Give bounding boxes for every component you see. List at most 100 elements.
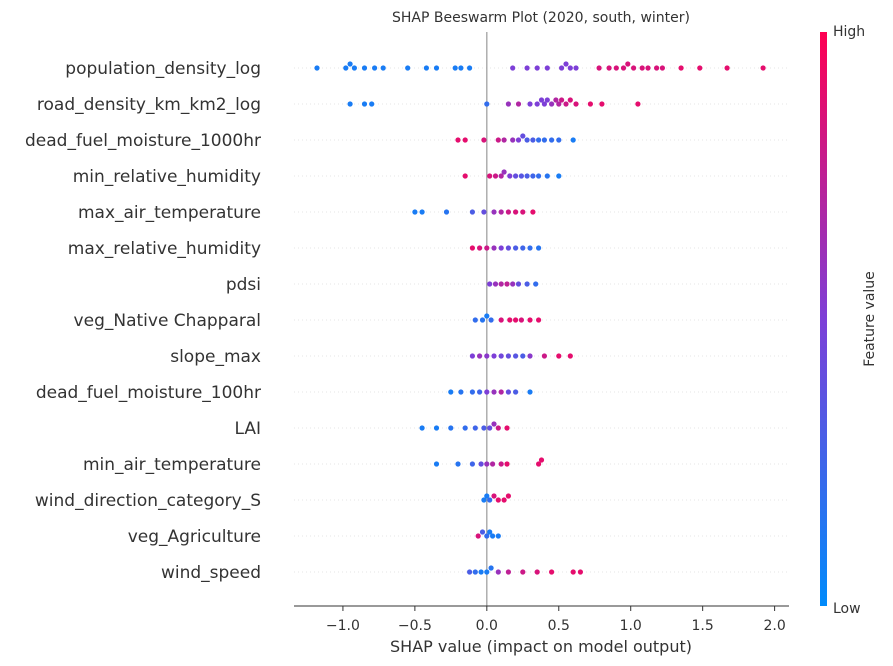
shap-point: [513, 173, 519, 179]
x-tick-label: 0.0: [476, 618, 498, 634]
shap-point: [347, 61, 353, 67]
shap-point: [513, 353, 519, 359]
shap-point: [530, 173, 536, 179]
shap-point: [515, 101, 522, 107]
feature-label: max_air_temperature: [78, 203, 261, 223]
shap-point: [518, 173, 525, 179]
shap-point: [635, 101, 641, 107]
shap-point: [573, 65, 579, 71]
shap-point: [484, 101, 490, 107]
feature-label: population_density_log: [65, 59, 261, 79]
shap-point: [498, 173, 504, 179]
x-tick-label: 1.5: [692, 618, 714, 634]
shap-point: [505, 493, 511, 499]
shap-point: [639, 65, 645, 71]
shap-point: [479, 317, 486, 323]
chart-title: SHAP Beeswarm Plot (2020, south, winter): [392, 10, 690, 26]
shap-point: [577, 569, 584, 575]
shap-point: [515, 281, 522, 287]
feature-label: min_relative_humidity: [73, 167, 261, 187]
shap-point: [544, 97, 550, 103]
shap-point: [534, 101, 540, 107]
shap-point: [538, 97, 545, 103]
shap-point: [495, 497, 501, 503]
feature-label: min_air_temperature: [83, 455, 261, 475]
x-tick-label: −1.0: [326, 618, 360, 634]
shap-point: [469, 209, 475, 215]
x-tick-label: 1.0: [620, 618, 642, 634]
shap-point: [541, 353, 548, 359]
shap-point: [520, 353, 526, 359]
shap-point: [527, 101, 533, 107]
shap-point: [654, 65, 660, 71]
feature-label: veg_Native Chapparal: [74, 311, 261, 331]
shap-point: [510, 281, 516, 287]
colorbar-title: Feature value: [862, 271, 878, 367]
feature-label: road_density_km_km2_log: [37, 95, 261, 115]
shap-point: [570, 569, 576, 575]
row-guides: [294, 67, 789, 573]
shap-point: [477, 353, 483, 359]
shap-point: [491, 389, 497, 395]
shap-point: [487, 529, 493, 535]
shap-point: [556, 353, 562, 359]
shap-point: [534, 569, 540, 575]
feature-labels: population_density_log road_density_km_km…: [25, 59, 261, 583]
shap-point: [487, 173, 493, 179]
shap-point: [488, 317, 494, 323]
shap-point: [484, 533, 490, 539]
shap-point: [541, 101, 548, 107]
shap-point: [520, 209, 526, 215]
shap-point: [433, 461, 440, 467]
shap-point: [678, 65, 684, 71]
shap-point: [536, 317, 542, 323]
shap-point: [455, 461, 461, 467]
shap-point: [448, 389, 454, 395]
shap-point: [498, 209, 504, 215]
shap-point: [549, 569, 555, 575]
shap-point: [567, 65, 573, 71]
shap-point: [530, 137, 536, 143]
shap-point: [343, 65, 349, 71]
shap-point: [477, 389, 483, 395]
shap-point: [495, 569, 501, 575]
shap-point: [472, 569, 478, 575]
shap-point: [412, 209, 418, 215]
shap-point: [487, 281, 493, 287]
shap-point: [505, 209, 511, 215]
shap-point: [556, 101, 562, 107]
shap-point: [484, 353, 490, 359]
shap-point: [490, 533, 496, 539]
shap-point: [573, 101, 579, 107]
shap-point: [472, 425, 478, 431]
shap-point: [599, 101, 605, 107]
shap-point: [487, 497, 493, 503]
shap-point: [549, 137, 555, 143]
shap-point: [606, 65, 612, 71]
shap-point: [351, 65, 357, 71]
feature-label: pdsi: [226, 275, 261, 295]
feature-label: wind_speed: [161, 563, 261, 583]
shap-point: [510, 137, 516, 143]
shap-point: [559, 97, 565, 103]
shap-point: [481, 209, 487, 215]
shap-point: [501, 137, 507, 143]
shap-point: [513, 245, 519, 251]
x-axis-label: SHAP value (impact on model output): [390, 637, 692, 656]
shap-point: [724, 65, 730, 71]
shap-point: [491, 353, 497, 359]
shap-point: [613, 65, 619, 71]
shap-point: [631, 65, 637, 71]
shap-point: [492, 281, 499, 287]
shap-point: [620, 65, 627, 71]
shap-point: [596, 65, 602, 71]
shap-point: [505, 569, 511, 575]
shap-point: [492, 173, 499, 179]
shap-point: [536, 137, 542, 143]
shap-point: [481, 137, 487, 143]
shap-point: [477, 245, 483, 251]
shap-point: [513, 209, 519, 215]
shap-point: [469, 461, 475, 467]
shap-point: [478, 569, 484, 575]
